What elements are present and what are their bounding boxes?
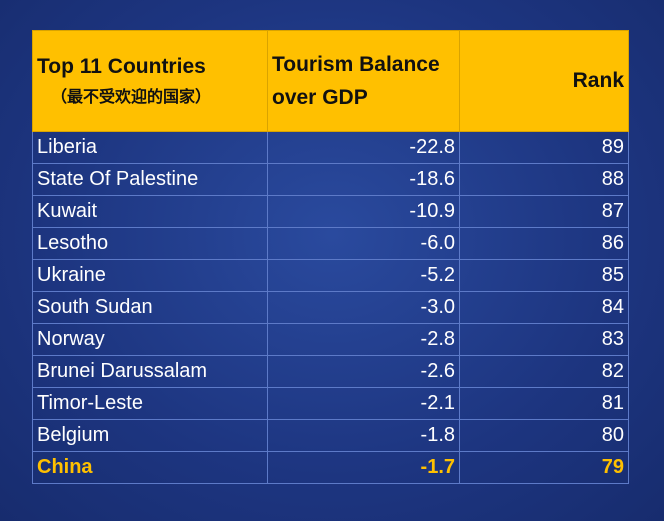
country-cell: Belgium: [32, 419, 268, 452]
table-row: Timor-Leste -2.1 81: [32, 387, 629, 420]
table-row-highlighted: China -1.7 79: [32, 451, 629, 484]
rank-cell: 87: [459, 195, 629, 228]
country-cell: Liberia: [32, 131, 268, 164]
header-tourism-balance: Tourism Balance over GDP: [267, 30, 460, 132]
header-countries-title: Top 11 Countries: [37, 55, 206, 78]
rank-cell: 88: [459, 163, 629, 196]
table-row: Lesotho -6.0 86: [32, 227, 629, 260]
table-row: South Sudan -3.0 84: [32, 291, 629, 324]
rank-cell: 85: [459, 259, 629, 292]
tourism-balance-table: Top 11 Countries （最不受欢迎的国家） Tourism Bala…: [32, 30, 629, 486]
tourism-balance-cell: -10.9: [267, 195, 460, 228]
country-cell: State Of Palestine: [32, 163, 268, 196]
country-cell: Brunei Darussalam: [32, 355, 268, 388]
country-cell: Norway: [32, 323, 268, 356]
rank-cell: 82: [459, 355, 629, 388]
tourism-balance-cell: -22.8: [267, 131, 460, 164]
header-countries: Top 11 Countries （最不受欢迎的国家）: [32, 30, 268, 132]
header-countries-subtitle: （最不受欢迎的国家）: [51, 89, 212, 106]
country-cell: South Sudan: [32, 291, 268, 324]
rank-cell: 79: [459, 451, 629, 484]
tourism-balance-cell: -6.0: [267, 227, 460, 260]
table-row: Liberia -22.8 89: [32, 131, 629, 164]
rank-cell: 89: [459, 131, 629, 164]
country-cell: China: [32, 451, 268, 484]
data-table: Top 11 Countries （最不受欢迎的国家） Tourism Bala…: [32, 30, 629, 484]
table-row: Brunei Darussalam -2.6 82: [32, 355, 629, 388]
table-body: Liberia -22.8 89 State Of Palestine -18.6 88 K…: [32, 131, 629, 484]
table-row: Belgium -1.8 80: [32, 419, 629, 452]
table-row: Norway -2.8 83: [32, 323, 629, 356]
country-cell: Kuwait: [32, 195, 268, 228]
header-rank: Rank: [459, 30, 629, 132]
tourism-balance-cell: -18.6: [267, 163, 460, 196]
rank-cell: 84: [459, 291, 629, 324]
country-cell: Ukraine: [32, 259, 268, 292]
tourism-balance-cell: -1.7: [267, 451, 460, 484]
rank-cell: 83: [459, 323, 629, 356]
tourism-balance-cell: -2.6: [267, 355, 460, 388]
country-cell: Lesotho: [32, 227, 268, 260]
tourism-balance-cell: -3.0: [267, 291, 460, 324]
country-cell: Timor-Leste: [32, 387, 268, 420]
rank-cell: 86: [459, 227, 629, 260]
tourism-balance-cell: -5.2: [267, 259, 460, 292]
tourism-balance-cell: -2.8: [267, 323, 460, 356]
rank-cell: 80: [459, 419, 629, 452]
table-row: Kuwait -10.9 87: [32, 195, 629, 228]
tourism-balance-cell: -2.1: [267, 387, 460, 420]
tourism-balance-cell: -1.8: [267, 419, 460, 452]
header-row: Top 11 Countries （最不受欢迎的国家） Tourism Bala…: [32, 30, 629, 132]
table-row: Ukraine -5.2 85: [32, 259, 629, 292]
rank-cell: 81: [459, 387, 629, 420]
table-row: State Of Palestine -18.6 88: [32, 163, 629, 196]
